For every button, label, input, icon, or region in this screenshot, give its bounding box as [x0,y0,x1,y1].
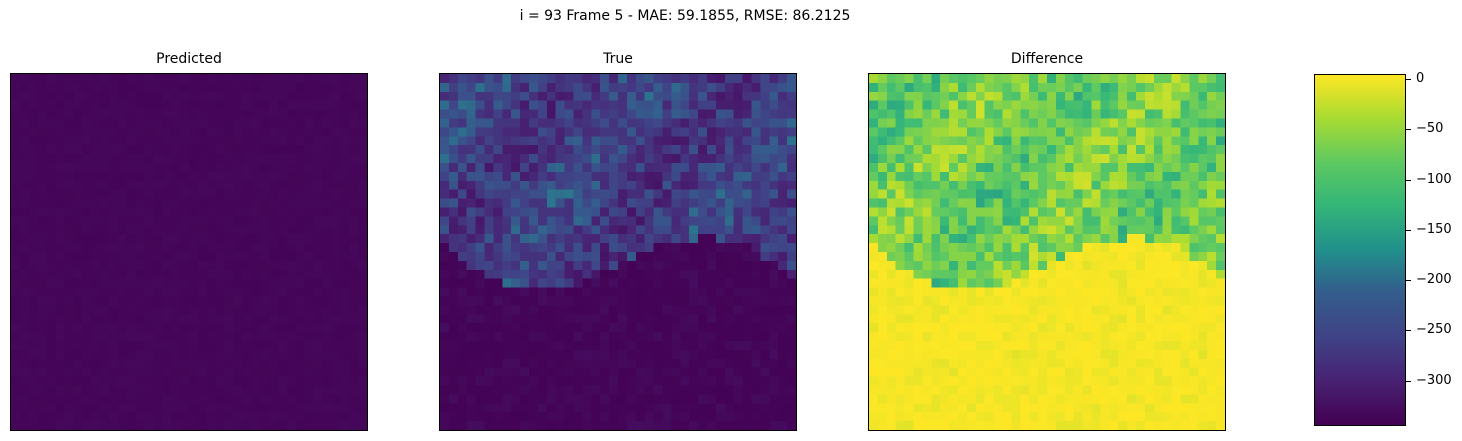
colorbar-tick [1406,229,1411,231]
panel-title-true: True [603,51,633,67]
colorbar-tick-label: −50 [1416,121,1444,137]
colorbar-tick [1406,129,1411,131]
panel-title-predicted: Predicted [156,51,222,67]
colorbar-tick-label: −150 [1416,221,1452,237]
heatmap-true [439,73,797,431]
heatmap-true-canvas [440,74,796,430]
colorbar [1314,74,1406,426]
colorbar-tick [1406,79,1411,81]
heatmap-predicted-canvas [11,74,367,430]
colorbar-tick-label: −200 [1416,272,1452,288]
panel-title-difference: Difference [1010,51,1084,67]
colorbar-tick [1406,280,1411,282]
figure-title: i = 93 Frame 5 - MAE: 59.1855, RMSE: 86.… [519,8,851,24]
colorbar-tick-label: 0 [1416,71,1425,87]
heatmap-predicted [10,73,368,431]
colorbar-tick-label: −100 [1416,171,1452,187]
colorbar-tick [1406,179,1411,181]
colorbar-tick-label: −300 [1416,372,1452,388]
colorbar-tick [1406,380,1411,382]
colorbar-tick-label: −250 [1416,322,1452,338]
colorbar-tick [1406,330,1411,332]
colorbar-gradient [1315,75,1405,425]
heatmap-difference-canvas [869,74,1225,430]
heatmap-difference [868,73,1226,431]
